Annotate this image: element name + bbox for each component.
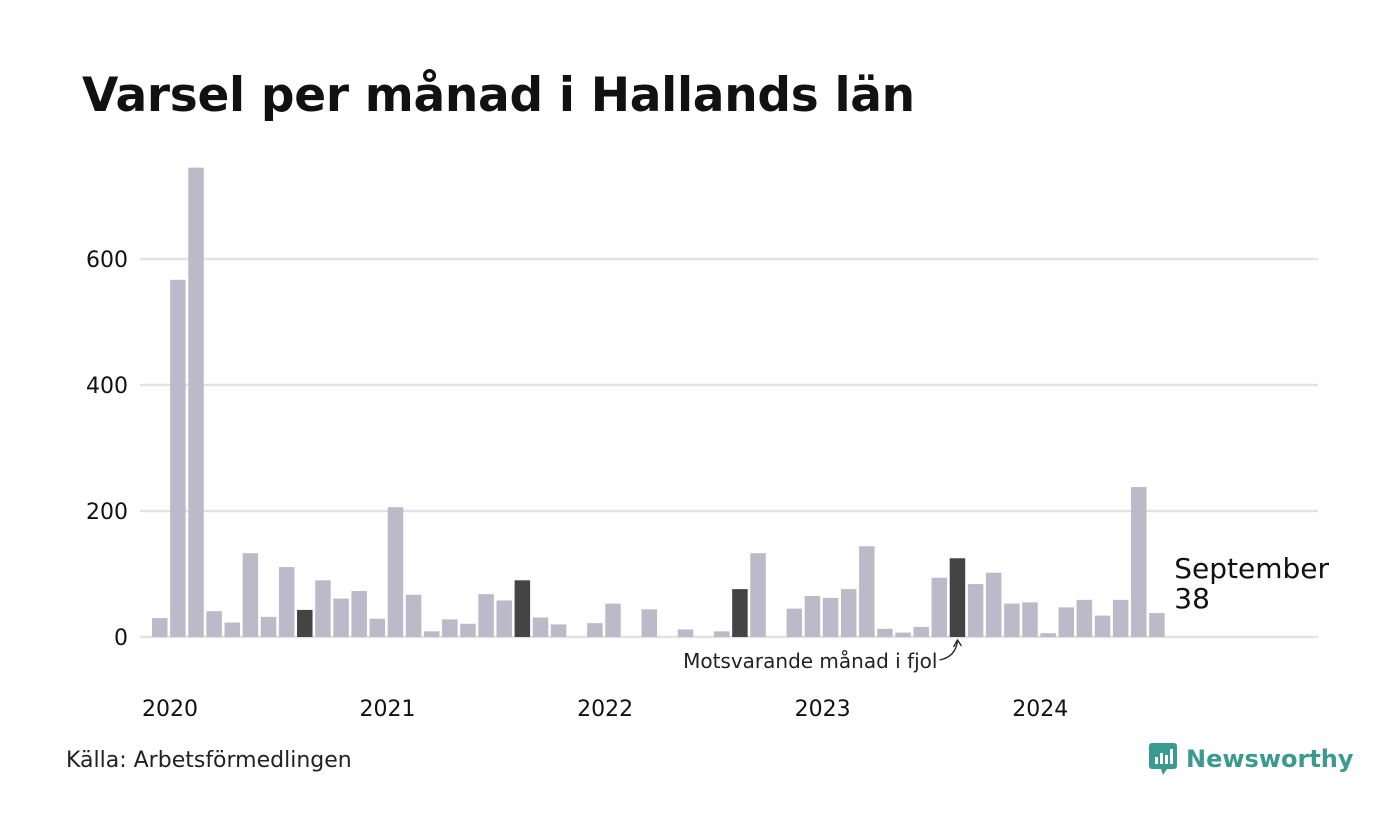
bar [895,632,911,637]
y-tick-label: 600 [86,248,128,273]
bar [224,622,241,637]
bar [442,619,458,637]
bar [514,580,531,637]
bars [152,167,1165,637]
current-month-label: September 38 [1174,552,1329,615]
bar [859,546,875,637]
bar [750,553,766,637]
bar [786,608,803,637]
bar [188,167,204,637]
bar [260,616,277,637]
y-tick-label: 400 [86,374,128,399]
bar [1058,607,1074,637]
bar [387,507,404,637]
x-axis-ticks: 2020 2021 2022 2023 2024 [142,697,1068,722]
bar [1149,613,1165,637]
bar [605,603,621,637]
bar [677,629,694,637]
y-tick-label: 200 [86,500,128,525]
bar [1076,599,1093,637]
annotation-text: Motsvarande månad i fjol [683,649,937,673]
bar [877,628,893,637]
bar [985,572,1002,637]
bar [641,609,658,637]
bar [496,600,512,637]
prev-year-annotation: Motsvarande månad i fjol [683,638,963,673]
bar [804,596,821,637]
bar [1004,603,1020,637]
newsworthy-logo-icon [1149,743,1177,775]
brand-name: Newsworthy [1186,745,1354,773]
bar [170,279,186,637]
bar [1131,487,1147,637]
bar [587,623,603,637]
bar [242,553,259,637]
x-tick-label: 2024 [1012,697,1068,722]
bar [369,618,386,637]
annotation-arrow [939,640,959,661]
bar-chart: 0 200 400 600 2020 2021 2022 2023 2024 Septembe… [86,167,1330,722]
bar [822,597,839,637]
x-tick-label: 2023 [795,697,851,722]
x-tick-label: 2022 [577,697,633,722]
y-tick-label: 0 [114,626,128,651]
bar [460,623,476,637]
bar [732,589,748,637]
current-month-name: September [1174,552,1329,585]
bar [315,580,331,637]
y-axis-ticks: 0 200 400 600 [86,248,128,651]
bar [1040,633,1056,637]
bar [1094,615,1111,637]
source-note: Källa: Arbetsförmedlingen [66,748,352,773]
bar [840,589,857,637]
bar [478,594,494,637]
bar [949,558,966,637]
current-month-value: 38 [1174,582,1210,615]
x-tick-label: 2021 [360,697,416,722]
bar [152,618,168,637]
bar [278,567,295,637]
bar [333,598,349,637]
bar [351,591,367,637]
bar [405,594,422,637]
bar [913,626,929,637]
bar [297,609,313,637]
bar [967,584,984,637]
brand-logo[interactable]: Newsworthy [1148,742,1354,776]
bar [1022,602,1038,637]
x-tick-label: 2020 [142,697,198,722]
bar [1112,599,1129,637]
page-title: Varsel per månad i Hallands län [82,68,915,123]
bar [550,624,567,637]
bar [931,577,948,637]
bar [532,617,549,637]
bar [423,631,440,637]
bar [714,631,730,637]
annotation-arrowhead [952,638,963,648]
bar [206,611,222,637]
